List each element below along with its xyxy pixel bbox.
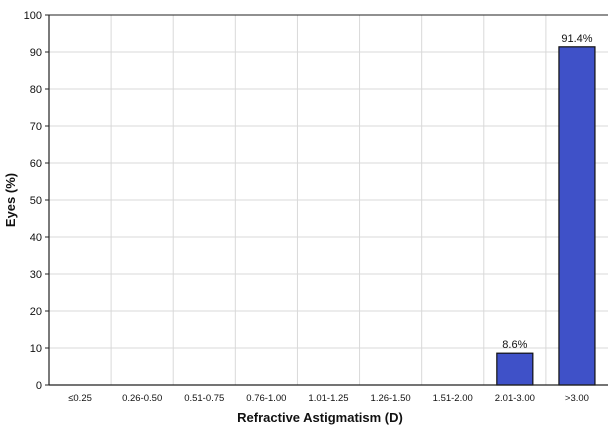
x-tick-label: 0.51-0.75 [184,393,224,404]
bar-data-label: 91.4% [561,33,592,45]
y-tick-label: 90 [30,47,42,59]
x-tick-label: 0.26-0.50 [122,393,162,404]
y-tick-label: 60 [30,158,42,170]
y-tick-label: 40 [30,232,42,244]
grid-layer [49,14,608,385]
bar [496,352,534,386]
y-tick-label: 50 [30,195,42,207]
x-tick-label: 1.26-1.50 [371,393,411,404]
x-axis-title: Refractive Astigmatism (D) [237,410,403,425]
y-tick-label: 100 [24,10,42,22]
bar [558,46,596,386]
x-tick-label: 2.01-3.00 [495,393,535,404]
y-axis-title: Eyes (%) [3,173,18,227]
labels-layer: 0 10 20 30 40 50 60 70 80 90 100 ≤0.25 0.26-0.50 0.51… [24,10,593,404]
y-tick-label: 10 [30,343,42,355]
x-tick-label: ≤0.25 [68,393,92,404]
bar-data-label: 8.6% [502,339,527,351]
x-tick-label: 0.76-1.00 [246,393,286,404]
x-tick-label: 1.51-2.00 [433,393,473,404]
y-tick-label: 30 [30,269,42,281]
y-tick-label: 80 [30,84,42,96]
bars-layer [496,46,596,386]
axes-layer [45,14,608,386]
y-tick-label: 20 [30,306,42,318]
y-tick-label: 0 [36,380,42,392]
x-tick-label: 1.01-1.25 [308,393,348,404]
y-tick-label: 70 [30,121,42,133]
x-tick-label: >3.00 [565,393,589,404]
